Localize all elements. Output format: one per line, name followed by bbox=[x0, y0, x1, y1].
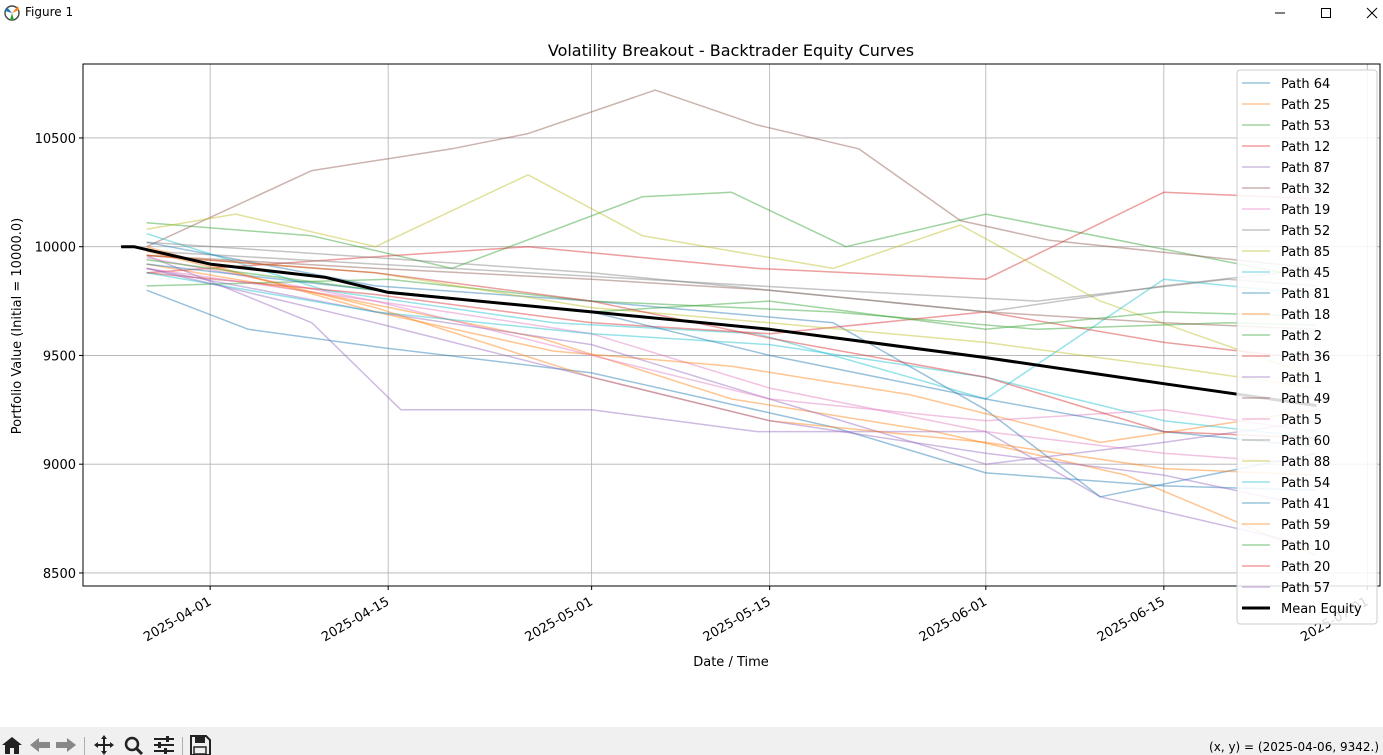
toolbar-separator bbox=[84, 737, 85, 755]
chart-title: Volatility Breakout - Backtrader Equity … bbox=[548, 41, 914, 60]
series-line bbox=[146, 241, 1317, 498]
close-button[interactable] bbox=[1349, 0, 1383, 26]
legend-entry-label: Path 12 bbox=[1281, 140, 1330, 155]
series-line bbox=[146, 254, 1317, 389]
legend-entry-label: Mean Equity bbox=[1281, 602, 1362, 617]
figure-canvas[interactable]: 8500 9000 9500 10000 10500 2025-04-01 2025-04-… bbox=[0, 26, 1383, 727]
series-line bbox=[146, 250, 1317, 476]
navigation-toolbar: (x, y) = (2025-04-06, 9342.) bbox=[0, 727, 1383, 755]
window-titlebar: Figure 1 bbox=[0, 0, 1383, 26]
zoom-icon[interactable] bbox=[122, 735, 146, 755]
series-line bbox=[146, 263, 1317, 557]
legend-entry-label: Path 25 bbox=[1281, 98, 1330, 113]
x-tick-label: 2025-06-01 bbox=[917, 594, 990, 645]
series-line bbox=[146, 267, 1317, 465]
legend-entry-label: Path 54 bbox=[1281, 476, 1330, 491]
series-line bbox=[146, 256, 1317, 465]
legend-entry-label: Path 49 bbox=[1281, 392, 1330, 407]
y-tick-label: 9500 bbox=[43, 349, 76, 364]
legend-entry-label: Path 87 bbox=[1281, 161, 1330, 176]
save-icon[interactable] bbox=[188, 735, 212, 755]
series-line bbox=[146, 267, 1317, 509]
series-line bbox=[146, 89, 1317, 270]
series-line bbox=[146, 174, 1317, 378]
x-axis-label: Date / Time bbox=[693, 655, 769, 670]
x-tick-label: 2025-04-01 bbox=[141, 594, 214, 645]
x-tick-label: 2025-06-15 bbox=[1095, 594, 1168, 645]
series-line bbox=[146, 191, 1317, 281]
series-line bbox=[146, 254, 1317, 548]
toolbar-separator bbox=[182, 737, 183, 755]
y-tick-label: 10000 bbox=[35, 241, 76, 256]
legend-entry-label: Path 5 bbox=[1281, 413, 1322, 428]
legend-entry-label: Path 41 bbox=[1281, 497, 1330, 512]
legend-entry-label: Path 52 bbox=[1281, 224, 1330, 239]
series-line bbox=[146, 289, 1317, 492]
series-line bbox=[146, 267, 1317, 433]
forward-icon[interactable] bbox=[54, 735, 78, 755]
legend-entry-label: Path 81 bbox=[1281, 287, 1330, 302]
home-icon[interactable] bbox=[0, 735, 24, 755]
y-tick-label: 9000 bbox=[43, 458, 76, 473]
plot-frame bbox=[82, 63, 1381, 587]
legend-entry-label: Path 10 bbox=[1281, 539, 1330, 554]
maximize-button[interactable] bbox=[1303, 0, 1349, 26]
y-tick-label: 8500 bbox=[43, 567, 76, 582]
legend-entry-label: Path 32 bbox=[1281, 182, 1330, 197]
series-line bbox=[146, 272, 1317, 361]
series-line bbox=[146, 191, 1317, 281]
series-line bbox=[146, 241, 1317, 313]
cursor-coordinates: (x, y) = (2025-04-06, 9342.) bbox=[1209, 740, 1379, 754]
legend-entry-label: Path 18 bbox=[1281, 308, 1330, 323]
axis-ticks: 8500 9000 9500 10000 10500 2025-04-01 2025-04-… bbox=[35, 132, 1372, 645]
series-line bbox=[146, 250, 1317, 302]
x-tick-label: 2025-04-15 bbox=[319, 594, 392, 645]
legend-entry-label: Path 88 bbox=[1281, 455, 1330, 470]
minimize-icon bbox=[1275, 12, 1285, 14]
maximize-icon bbox=[1321, 8, 1331, 18]
minimize-button[interactable] bbox=[1257, 0, 1303, 26]
legend-box bbox=[1236, 69, 1378, 625]
mean-equity-line bbox=[121, 245, 1317, 407]
series-line bbox=[146, 232, 1317, 400]
legend-entry-label: Path 85 bbox=[1281, 245, 1330, 260]
x-tick-label: 2025-05-01 bbox=[523, 594, 596, 645]
pan-icon[interactable] bbox=[92, 735, 116, 755]
y-tick-label: 10500 bbox=[35, 132, 76, 147]
legend-entry-label: Path 59 bbox=[1281, 518, 1330, 533]
back-icon[interactable] bbox=[28, 735, 52, 755]
legend: Path 64 Path 25 Path 53 Path 12 Path 87 Path … bbox=[1236, 69, 1378, 625]
window-title: Figure 1 bbox=[25, 5, 74, 19]
legend-entry-label: Path 2 bbox=[1281, 329, 1322, 344]
series-line bbox=[146, 245, 1317, 444]
legend-entry-label: Path 36 bbox=[1281, 350, 1330, 365]
legend-entry-label: Path 19 bbox=[1281, 203, 1330, 218]
y-axis-label: Portfolio Value (Initial = 10000.0) bbox=[10, 218, 25, 434]
series-line bbox=[146, 272, 1317, 439]
x-tick-label: 2025-05-15 bbox=[701, 594, 774, 645]
equity-chart: 8500 9000 9500 10000 10500 2025-04-01 2025-04-… bbox=[10, 41, 1381, 670]
series-line bbox=[146, 254, 1317, 331]
series-line bbox=[146, 278, 1317, 331]
legend-entry-label: Path 53 bbox=[1281, 119, 1330, 134]
legend-entry-label: Path 1 bbox=[1281, 371, 1322, 386]
close-icon bbox=[1366, 7, 1378, 19]
legend-entry-label: Path 57 bbox=[1281, 581, 1330, 596]
legend-entry-label: Path 45 bbox=[1281, 266, 1330, 281]
series-line bbox=[146, 254, 1317, 439]
legend-entry-label: Path 20 bbox=[1281, 560, 1330, 575]
legend-entry-label: Path 60 bbox=[1281, 434, 1330, 449]
legend-entry-label: Path 64 bbox=[1281, 77, 1330, 92]
series-lines bbox=[121, 89, 1317, 557]
configure-icon[interactable] bbox=[152, 735, 176, 755]
matplotlib-icon bbox=[4, 5, 20, 21]
